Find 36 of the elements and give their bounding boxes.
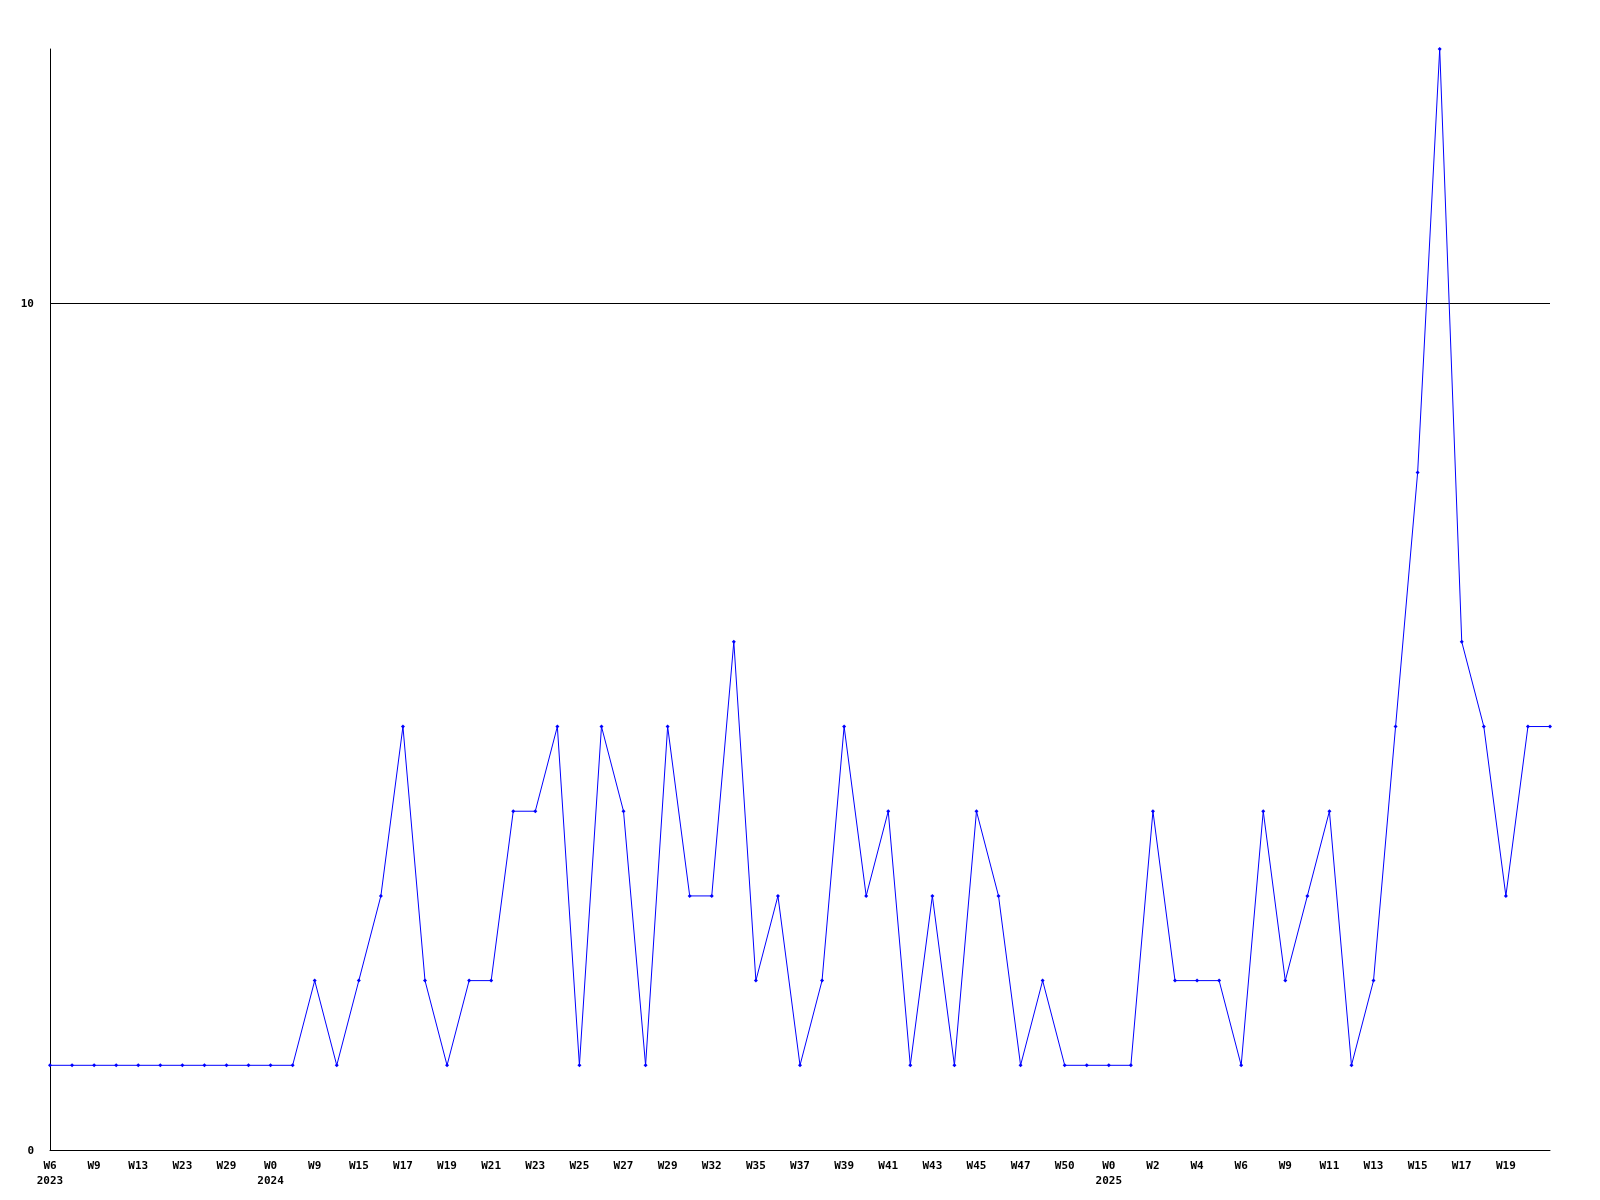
x-tick-label: W43 (922, 1159, 943, 1172)
x-tick-label: W19 (1495, 1159, 1516, 1172)
x-tick-label: W37 (790, 1159, 810, 1172)
x-tick-label: W0 2025 (1095, 1159, 1123, 1187)
x-tick-label: W6 (1234, 1159, 1249, 1172)
x-tick-label: W23 (172, 1159, 193, 1172)
x-tick-label: W11 (1319, 1159, 1340, 1172)
x-tick-label: W21 (481, 1159, 502, 1172)
x-tick-label: W9 (308, 1159, 322, 1172)
x-tick-label: W39 (834, 1159, 855, 1172)
x-tick-label: W47 (1010, 1159, 1031, 1172)
y-tick-label: 0 (27, 1143, 34, 1157)
x-tick-label: W15 (1407, 1159, 1428, 1172)
x-tick-label: W45 (966, 1159, 987, 1172)
x-tick-label: W6 2023 (36, 1159, 64, 1187)
x-tick-label: W50 (1054, 1159, 1075, 1172)
x-tick-label: W17 (393, 1159, 413, 1172)
x-tick-label: W19 (437, 1159, 457, 1172)
x-tick-label: W13 (1363, 1159, 1384, 1172)
y-tick-label: 10 (20, 296, 34, 310)
x-tick-label: W9 (1278, 1159, 1292, 1172)
x-tick-label: W0 2024 (257, 1159, 285, 1187)
x-tick-label: W23 (525, 1159, 546, 1172)
x-tick-label: W29 (216, 1159, 237, 1172)
x-tick-label: W4 (1190, 1159, 1205, 1172)
x-tick-label: W2 (1146, 1159, 1160, 1172)
x-tick-label: W27 (613, 1159, 634, 1172)
x-tick-label: W13 (128, 1159, 149, 1172)
x-tick-label: W32 (701, 1159, 722, 1172)
x-tick-label: W17 (1451, 1159, 1472, 1172)
x-tick-label: W41 (878, 1159, 899, 1172)
x-tick-label: W9 (87, 1159, 101, 1172)
x-tick-label: W15 (348, 1159, 369, 1172)
x-tick-label: W35 (745, 1159, 766, 1172)
x-tick-label: W29 (657, 1159, 678, 1172)
x-tick-label: W25 (569, 1159, 590, 1172)
